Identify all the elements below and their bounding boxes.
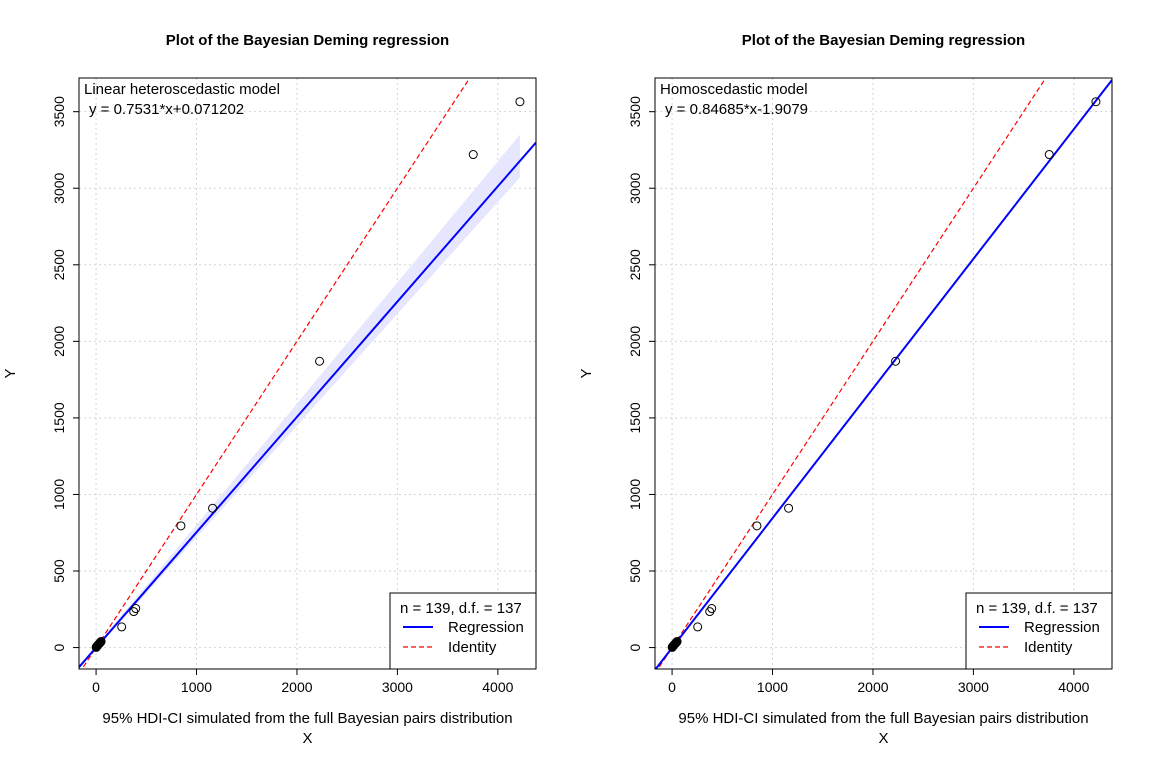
x-axis-label: X	[878, 730, 888, 747]
legend-label-identity: Identity	[448, 639, 497, 656]
ci-band	[96, 134, 520, 650]
x-tick-label: 4000	[1058, 679, 1089, 695]
x-tick-label: 0	[668, 679, 676, 695]
legend-label-identity: Identity	[1024, 639, 1073, 656]
y-tick-label: 1000	[627, 479, 643, 510]
x-subtitle: 95% HDI-CI simulated from the full Bayes…	[102, 710, 512, 727]
y-tick-label: 1000	[51, 479, 67, 510]
legend-box	[965, 592, 1113, 670]
x-tick-label: 1000	[757, 679, 788, 695]
legend: n = 139, d.f. = 137 Regression Identity	[965, 592, 1113, 670]
legend-box	[389, 592, 537, 670]
y-tick-label: 500	[51, 559, 67, 583]
chart-panel-2: 0 1000 2000 3000 4000 0 500 1000 1500 2000 2500 300…	[578, 32, 1113, 747]
x-tick-label: 0	[92, 679, 100, 695]
data-point	[1044, 150, 1054, 160]
chart-title: Plot of the Bayesian Deming regression	[742, 32, 1025, 49]
data-point	[208, 503, 218, 513]
model-label: Homoscedastic model	[660, 81, 808, 98]
x-subtitle: 95% HDI-CI simulated from the full Bayes…	[678, 710, 1088, 727]
identity-line	[657, 78, 1047, 669]
y-tick-label: 0	[51, 643, 67, 651]
x-axis-label: X	[302, 730, 312, 747]
legend-header: n = 139, d.f. = 137	[976, 600, 1098, 617]
model-label: Linear heteroscedastic model	[84, 81, 280, 98]
x-tick-label: 2000	[857, 679, 888, 695]
data-point	[96, 636, 106, 646]
y-tick-label: 2500	[627, 249, 643, 280]
legend-header: n = 139, d.f. = 137	[400, 600, 522, 617]
legend-label-regression: Regression	[448, 619, 524, 636]
y-tick-label: 2000	[627, 326, 643, 357]
y-tick-label: 1500	[627, 402, 643, 433]
y-axis-label: Y	[2, 368, 19, 378]
plot-frame	[78, 77, 537, 670]
regression-line	[655, 79, 1112, 669]
equation-label: y = 0.7531*x+0.071202	[89, 101, 244, 118]
data-point	[117, 622, 127, 632]
y-tick-label: 1500	[51, 402, 67, 433]
y-tick-label: 500	[627, 559, 643, 583]
data-point	[468, 150, 478, 160]
x-tick-label: 2000	[281, 679, 312, 695]
x-tick-label: 4000	[482, 679, 513, 695]
y-tick-label: 3000	[51, 172, 67, 203]
y-tick-label: 3500	[627, 96, 643, 127]
y-tick-label: 2500	[51, 249, 67, 280]
data-point	[515, 97, 525, 107]
chart-title: Plot of the Bayesian Deming regression	[166, 32, 449, 49]
data-point	[707, 604, 717, 614]
data-point	[1091, 97, 1101, 107]
plot-area	[655, 78, 1112, 669]
equation-label: y = 0.84685*x-1.9079	[665, 101, 808, 118]
data-point	[131, 604, 141, 614]
data-point	[315, 356, 325, 366]
legend-label-regression: Regression	[1024, 619, 1100, 636]
y-axis-label: Y	[578, 368, 595, 378]
y-tick-label: 0	[627, 643, 643, 651]
y-tick-label: 3500	[51, 96, 67, 127]
data-point	[176, 521, 186, 531]
y-tick-label: 2000	[51, 326, 67, 357]
data-point	[784, 503, 794, 513]
plot-area	[79, 78, 536, 669]
identity-line	[81, 78, 471, 669]
regression-line	[79, 141, 536, 668]
data-point	[705, 607, 715, 617]
data-point	[693, 622, 703, 632]
data-point	[752, 521, 762, 531]
chart-panel-1: 0 1000 2000 3000 4000 0 500 1000 1500 2000 2500 300…	[2, 32, 537, 747]
data-point	[672, 636, 682, 646]
data-point	[129, 607, 139, 617]
x-tick-label: 3000	[382, 679, 413, 695]
x-tick-label: 3000	[958, 679, 989, 695]
x-tick-label: 1000	[181, 679, 212, 695]
legend: n = 139, d.f. = 137 Regression Identity	[389, 592, 537, 670]
data-point	[891, 356, 901, 366]
y-tick-label: 3000	[627, 172, 643, 203]
